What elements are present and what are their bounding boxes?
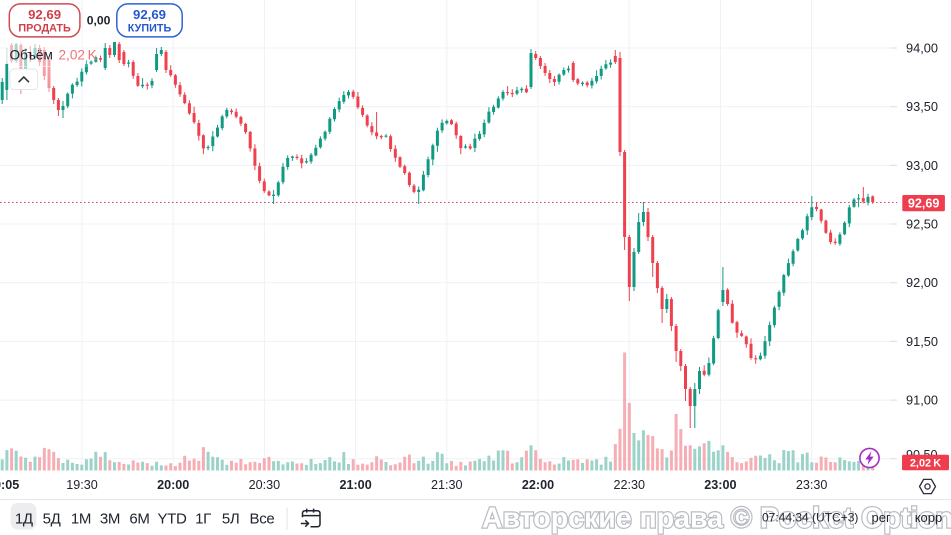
svg-text:20:00: 20:00 [157, 478, 189, 492]
svg-text:92,50: 92,50 [906, 217, 938, 232]
svg-text:2,02 K: 2,02 K [59, 48, 97, 63]
svg-text:21:00: 21:00 [339, 478, 371, 492]
svg-text:2,02 K: 2,02 K [910, 458, 941, 470]
svg-text:КУПИТЬ: КУПИТЬ [128, 23, 172, 35]
svg-text:рег: рег [872, 510, 891, 525]
svg-text:корр: корр [915, 510, 943, 525]
svg-text:93,00: 93,00 [906, 158, 938, 173]
svg-text:07:44:34 (UTC+3): 07:44:34 (UTC+3) [762, 511, 858, 525]
svg-text:22:00: 22:00 [522, 478, 554, 492]
svg-text:5Д: 5Д [43, 511, 61, 528]
svg-text:92,69: 92,69 [133, 7, 166, 22]
svg-text:94,00: 94,00 [906, 41, 938, 56]
svg-text:21:30: 21:30 [431, 478, 463, 492]
svg-text:19:30: 19:30 [66, 478, 98, 492]
svg-text:Объём: Объём [10, 48, 53, 63]
svg-text:YTD: YTD [157, 511, 187, 528]
svg-text:23:00: 23:00 [704, 478, 736, 492]
svg-text:93,50: 93,50 [906, 99, 938, 114]
svg-text:92,69: 92,69 [908, 197, 940, 211]
svg-text:1Д: 1Д [15, 511, 33, 528]
svg-text:22:30: 22:30 [613, 478, 645, 492]
svg-text:3M: 3M [100, 511, 120, 528]
svg-text:Все: Все [250, 511, 275, 528]
svg-text:0,00: 0,00 [87, 14, 111, 28]
svg-text:91,50: 91,50 [906, 334, 938, 349]
svg-text:19:05: 19:05 [0, 478, 19, 492]
svg-text:20:30: 20:30 [249, 478, 281, 492]
svg-text:1M: 1M [71, 511, 91, 528]
svg-text:ПРОДАТЬ: ПРОДАТЬ [18, 23, 71, 35]
svg-text:1Г: 1Г [195, 511, 211, 528]
svg-text:Авторские права © Pocket Optio: Авторские права © Pocket Option [482, 503, 951, 535]
svg-text:91,00: 91,00 [906, 393, 938, 408]
svg-text:92,00: 92,00 [906, 275, 938, 290]
svg-text:6M: 6M [129, 511, 149, 528]
svg-text:5Л: 5Л [222, 511, 240, 528]
svg-text:23:30: 23:30 [796, 478, 828, 492]
svg-text:92,69: 92,69 [28, 7, 61, 22]
